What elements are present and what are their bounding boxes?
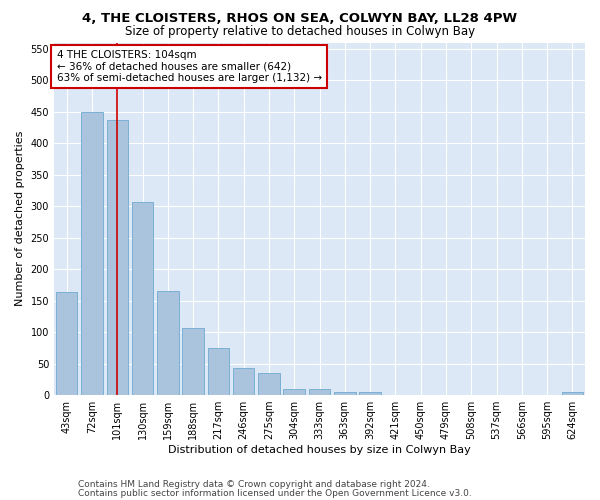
Bar [56, 292, 77, 395]
Y-axis label: Number of detached properties: Number of detached properties [15, 131, 25, 306]
Bar [132, 202, 153, 395]
Bar [283, 389, 305, 395]
Bar [359, 392, 381, 395]
Bar [157, 291, 179, 395]
Bar [81, 112, 103, 395]
Bar [258, 373, 280, 395]
Bar [562, 392, 583, 395]
X-axis label: Distribution of detached houses by size in Colwyn Bay: Distribution of detached houses by size … [168, 445, 471, 455]
Text: Contains HM Land Registry data © Crown copyright and database right 2024.: Contains HM Land Registry data © Crown c… [78, 480, 430, 489]
Text: Size of property relative to detached houses in Colwyn Bay: Size of property relative to detached ho… [125, 25, 475, 38]
Text: Contains public sector information licensed under the Open Government Licence v3: Contains public sector information licen… [78, 488, 472, 498]
Bar [334, 392, 356, 395]
Text: 4, THE CLOISTERS, RHOS ON SEA, COLWYN BAY, LL28 4PW: 4, THE CLOISTERS, RHOS ON SEA, COLWYN BA… [82, 12, 518, 26]
Bar [309, 389, 330, 395]
Bar [182, 328, 204, 395]
Bar [208, 348, 229, 395]
Text: 4 THE CLOISTERS: 104sqm
← 36% of detached houses are smaller (642)
63% of semi-d: 4 THE CLOISTERS: 104sqm ← 36% of detache… [56, 50, 322, 84]
Bar [233, 368, 254, 395]
Bar [107, 120, 128, 395]
